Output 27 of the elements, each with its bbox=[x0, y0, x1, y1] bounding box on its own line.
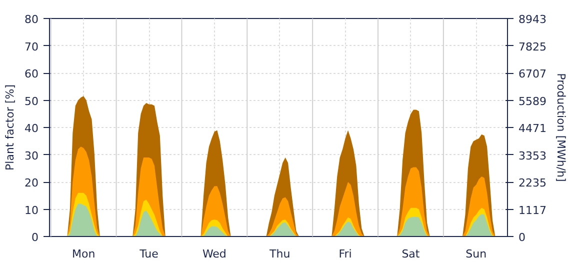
y2-axis-title: Production [MWh/h] bbox=[554, 73, 568, 182]
x-tick-label: Wed bbox=[202, 248, 226, 260]
y2-tick-label: 3353 bbox=[518, 149, 546, 162]
y-tick-label: 30 bbox=[24, 149, 39, 162]
y2-tick-label: 2235 bbox=[518, 176, 546, 190]
y-tick-label: 10 bbox=[24, 204, 39, 217]
x-tick-label: Fri bbox=[338, 248, 352, 260]
x-tick-label: Sat bbox=[402, 248, 420, 260]
x-tick-label: Tue bbox=[138, 248, 159, 260]
y-tick-label: 80 bbox=[24, 13, 39, 26]
y2-tick-label: 5589 bbox=[518, 94, 546, 108]
y-tick-label: 70 bbox=[24, 40, 39, 54]
x-tick-label: Thu bbox=[268, 248, 290, 260]
y-tick-label: 50 bbox=[24, 94, 39, 108]
y2-tick-label: 6707 bbox=[518, 68, 546, 81]
y2-tick-label: 7825 bbox=[518, 40, 546, 54]
y2-tick-label: 8943 bbox=[518, 13, 546, 26]
y-tick-label: 0 bbox=[32, 231, 38, 244]
y2-tick-label: 1117 bbox=[518, 204, 546, 217]
y2-tick-label: 4471 bbox=[518, 122, 546, 136]
x-tick-label: Sun bbox=[466, 248, 487, 260]
y-tick-label: 20 bbox=[24, 176, 39, 190]
y2-tick-label: 0 bbox=[518, 231, 526, 244]
y-tick-label: 40 bbox=[24, 122, 39, 135]
x-tick-label: Mon bbox=[72, 248, 96, 260]
y-axis-title: Plant factor [%] bbox=[4, 84, 17, 170]
y-tick-label: 60 bbox=[24, 68, 39, 80]
